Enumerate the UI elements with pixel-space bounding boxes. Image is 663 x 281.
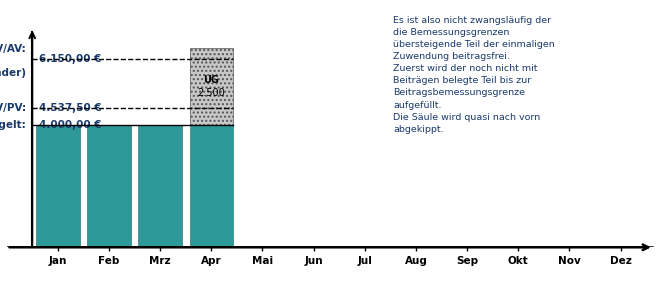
Text: Lfd. Arbeitsentgelt:: Lfd. Arbeitsentgelt: [0, 120, 26, 130]
Text: 2.500: 2.500 [198, 88, 225, 98]
Text: 4.537,50 €: 4.537,50 € [38, 103, 101, 113]
Bar [88, 125, 131, 247]
Text: BBG in der RV/AV:: BBG in der RV/AV: [0, 44, 26, 55]
Bar [190, 48, 233, 125]
Bar [139, 125, 182, 247]
Bar [36, 125, 80, 247]
Bar [190, 125, 233, 247]
Text: Es ist also nicht zwangsläufig der
die Bemessungsgrenzen
übersteigende Teil der : Es ist also nicht zwangsläufig der die B… [393, 16, 555, 134]
Text: BBG in der KV/PV:: BBG in der KV/PV: [0, 103, 26, 113]
Text: (neue Länder): (neue Länder) [0, 68, 26, 78]
Text: UG: UG [204, 75, 219, 85]
Text: 4.000,00 €: 4.000,00 € [38, 120, 101, 130]
Text: 6.150,00 €: 6.150,00 € [38, 54, 101, 64]
